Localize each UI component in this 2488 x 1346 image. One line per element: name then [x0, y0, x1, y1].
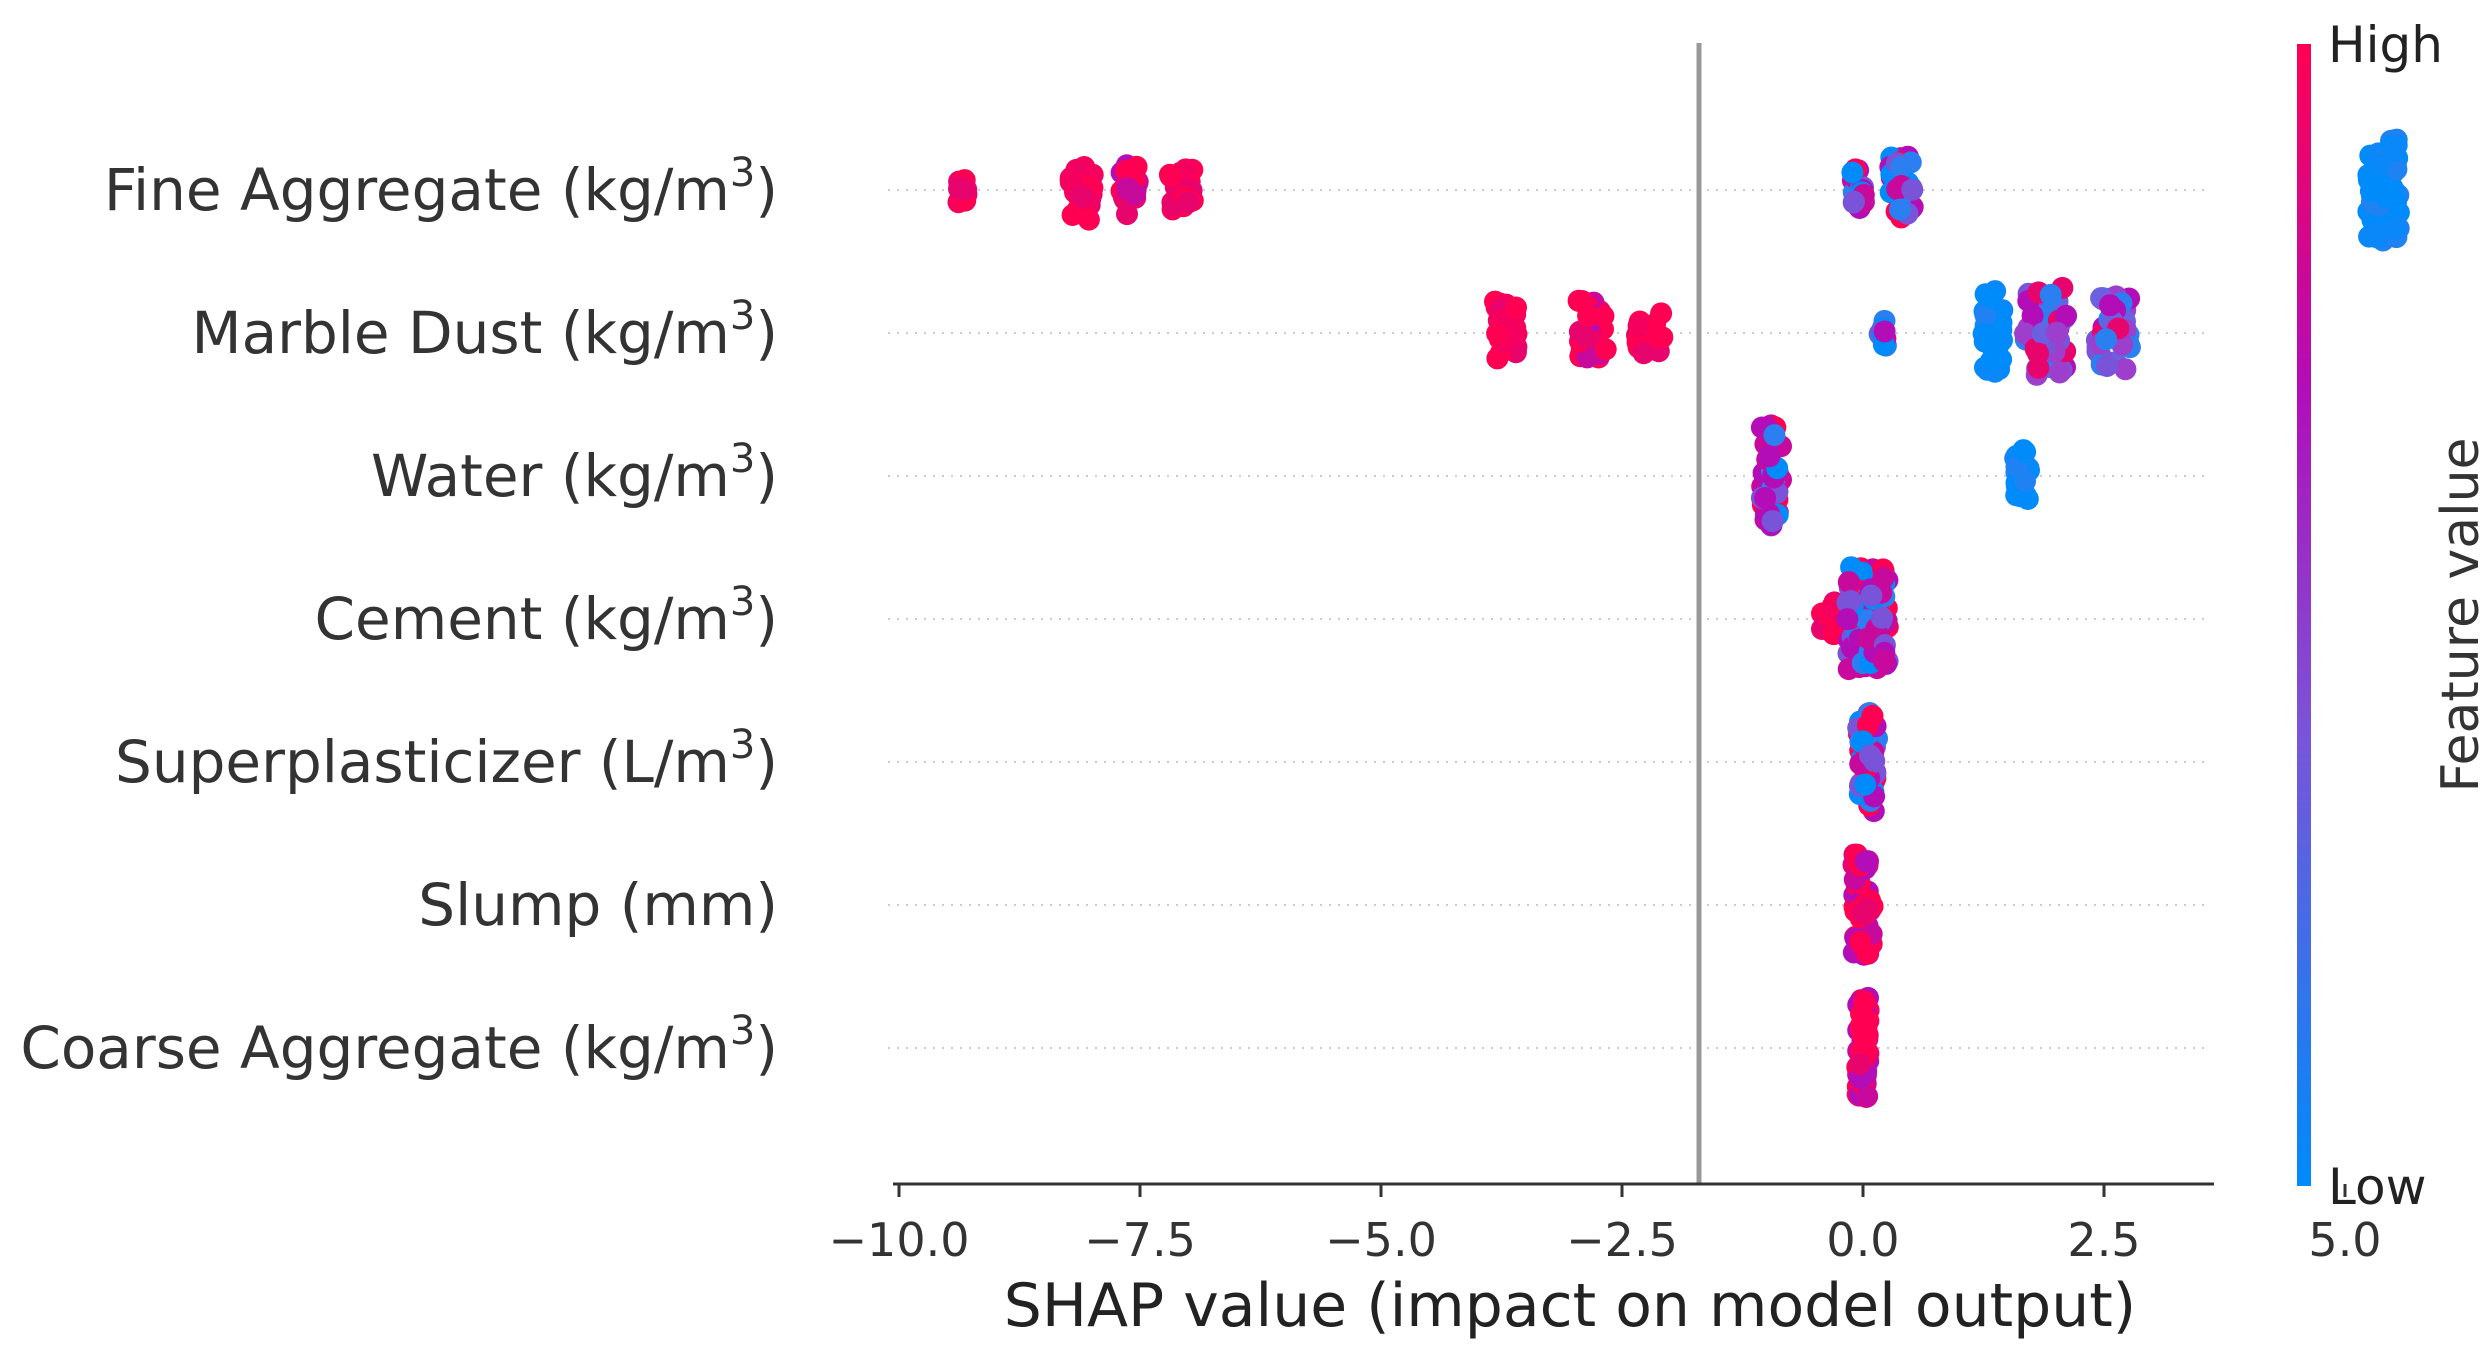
shap-point — [1125, 155, 1148, 178]
shap-point — [1836, 608, 1859, 631]
feature-label: Superplasticizer (L/m3) — [115, 722, 778, 796]
shap-point — [1854, 773, 1877, 796]
shap-point — [1889, 198, 1911, 221]
shap-point — [2366, 226, 2389, 249]
shap-point — [1763, 424, 1786, 447]
x-axis-label: SHAP value (impact on model output) — [1004, 1271, 2136, 1341]
shap-point — [1758, 445, 1781, 468]
shap-point — [2095, 328, 2118, 351]
shap-point — [1754, 487, 1777, 509]
feature-label: Slump (mm) — [418, 871, 778, 939]
shap-point — [1839, 590, 1862, 613]
shap-point — [2385, 158, 2408, 181]
shap-point — [1863, 750, 1886, 773]
colorbar-title: Feature value — [2431, 437, 2488, 792]
shap-point — [1594, 338, 1617, 361]
colorbar-gradient — [2297, 44, 2311, 1186]
x-ticks: −10.0 −7.5 −5.0 −2.5 0.0 2.5 5.0 — [829, 1184, 2382, 1267]
shap-point — [1848, 1052, 1871, 1075]
shap-point — [1651, 326, 1674, 349]
feature-label: Cement (kg/m3) — [315, 579, 778, 653]
shap-point — [2027, 342, 2049, 365]
x-tick-label: 2.5 — [2067, 1213, 2140, 1267]
shap-point — [2096, 355, 2118, 377]
colorbar-low-label: Low — [2328, 1158, 2426, 1216]
shap-point — [1837, 571, 1860, 594]
shap-point — [1577, 304, 1600, 327]
shap-point — [1856, 1085, 1879, 1108]
shap-point — [1650, 302, 1673, 325]
shap-point — [1177, 191, 1200, 214]
shap-point — [1873, 320, 1896, 343]
feature-labels: Fine Aggregate (kg/m3) Marble Dust (kg/m3… — [20, 150, 778, 1082]
shap-point — [1632, 342, 1655, 365]
shap-point — [1841, 161, 1864, 184]
shap-point — [1842, 190, 1865, 213]
shap-point — [1852, 902, 1874, 925]
colorbar-high-label: High — [2328, 16, 2443, 74]
shap-point — [2048, 361, 2071, 384]
shap-point — [1901, 178, 1924, 201]
feature-label: Coarse Aggregate (kg/m3) — [20, 1008, 778, 1082]
shap-point — [1159, 165, 1182, 188]
shap-point — [2046, 321, 2068, 344]
x-tick-label: 5.0 — [2308, 1213, 2381, 1267]
shap-point — [1761, 510, 1784, 533]
shap-point — [1872, 566, 1895, 589]
shap-point — [1486, 322, 1509, 345]
shap-point — [2383, 141, 2406, 163]
feature-label: Marble Dust (kg/m3) — [192, 293, 778, 367]
shap-point — [1857, 1009, 1880, 1032]
shap-point — [1115, 177, 1138, 200]
shap-point — [1987, 333, 2010, 356]
shap-point — [1627, 314, 1650, 337]
shap-point — [2114, 358, 2137, 381]
shap-point — [1861, 704, 1884, 727]
shap-point — [2039, 283, 2062, 306]
shap-point — [2099, 294, 2121, 317]
x-tick-label: −10.0 — [829, 1213, 970, 1267]
shap-point — [2055, 304, 2078, 327]
shap-point — [1849, 930, 1872, 953]
shap-point — [1505, 296, 1527, 319]
shap-point — [1890, 156, 1913, 179]
colorbar: High Low Feature value — [2297, 16, 2488, 1216]
shap-point — [1059, 167, 1082, 190]
shap-point — [1979, 286, 2002, 309]
x-tick-label: −2.5 — [1566, 1213, 1678, 1267]
feature-label: Water (kg/m3) — [371, 436, 778, 510]
x-tick-label: −5.0 — [1325, 1213, 1437, 1267]
feature-label: Fine Aggregate (kg/m3) — [104, 150, 778, 224]
shap-point — [2359, 180, 2382, 203]
shap-point — [2021, 304, 2044, 327]
shap-point — [1974, 303, 1997, 326]
shap-point — [2014, 322, 2037, 345]
shap-point — [2014, 470, 2036, 493]
shap-point — [1854, 850, 1877, 873]
shap-point — [1860, 584, 1883, 607]
shap-point — [948, 177, 970, 200]
shap-point — [2368, 153, 2391, 176]
shap-point — [2014, 440, 2037, 463]
shap-point — [2016, 488, 2039, 510]
shap-point — [1505, 323, 1528, 345]
shap-point — [1871, 606, 1893, 629]
shap-point — [1070, 185, 1093, 208]
x-axis: −10.0 −7.5 −5.0 −2.5 0.0 2.5 5.0 SHAP value (i… — [829, 1182, 2382, 1341]
x-tick-label: 0.0 — [1826, 1213, 1899, 1267]
data-points — [947, 128, 2410, 1108]
shap-point — [1872, 649, 1895, 672]
x-tick-label: −7.5 — [1084, 1213, 1196, 1267]
shap-point — [1592, 305, 1615, 328]
shap-point — [2384, 217, 2407, 240]
